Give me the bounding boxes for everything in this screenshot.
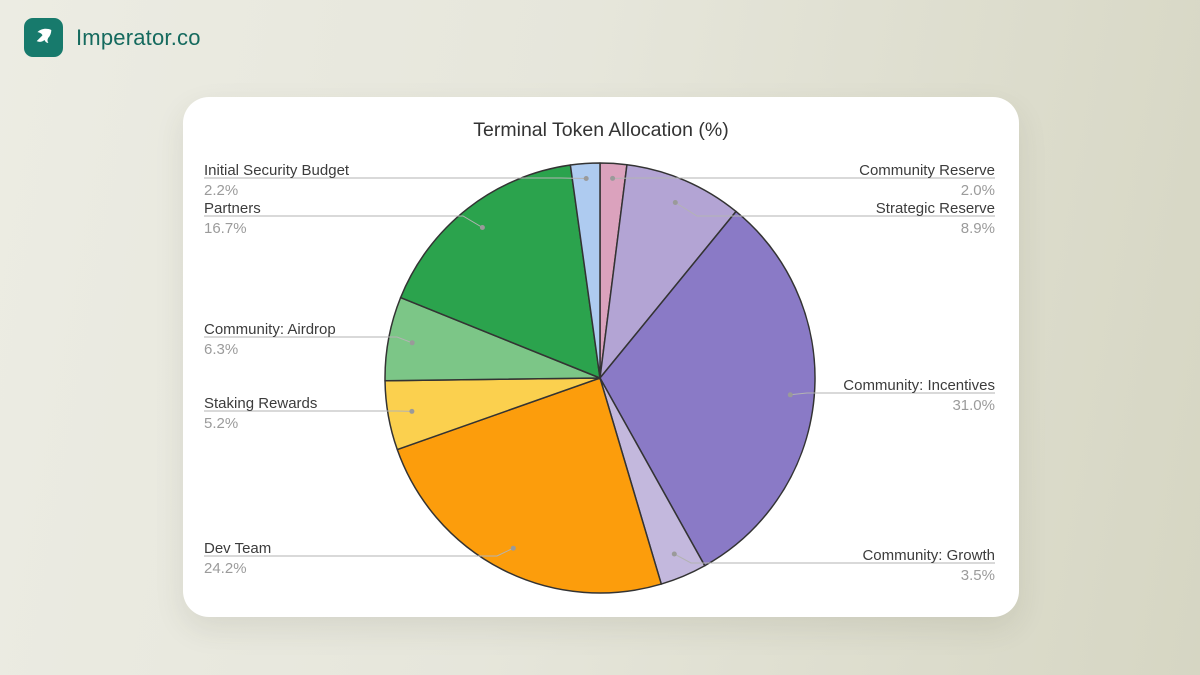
slice-label-strategic-reserve: Strategic Reserve 8.9% xyxy=(876,199,995,239)
connector-markers xyxy=(409,175,793,557)
slice-label-text: Dev Team xyxy=(204,540,272,557)
slice-label-community-incentives: Community: Incentives 31.0% xyxy=(843,376,995,416)
label-connectors xyxy=(204,177,995,564)
slice-pct-text: 6.3% xyxy=(204,341,239,358)
slice-label-initial-security-budget: Initial Security Budget 2.2% xyxy=(204,161,349,201)
slice-pct-text: 24.2% xyxy=(204,560,247,577)
slice-label-text: Community Reserve xyxy=(859,162,995,179)
pie-slice-1 xyxy=(599,163,737,379)
slice-label-text: Strategic Reserve xyxy=(875,200,995,217)
slice-label-text: Community: Airdrop xyxy=(204,321,336,338)
slice-pct-text: 31.0% xyxy=(952,397,995,414)
slice-pct-text: 8.9% xyxy=(960,220,995,237)
pie-slice-4 xyxy=(396,377,663,594)
slice-label-partners: Partners 16.7% xyxy=(204,199,261,239)
slice-label-staking-rewards: Staking Rewards 5.2% xyxy=(204,394,317,434)
brand-name: Imperator.co xyxy=(76,24,201,50)
slice-label-text: Partners xyxy=(204,200,261,217)
slice-pct-text: 16.7% xyxy=(204,220,247,237)
slice-label-text: Staking Rewards xyxy=(204,395,318,412)
slice-label-community-reserve: Community Reserve 2.0% xyxy=(859,161,995,201)
slice-label-text: Community: Growth xyxy=(862,547,995,564)
pie-slices xyxy=(384,162,816,594)
pie-slice-7 xyxy=(399,164,601,379)
pie-slice-8 xyxy=(569,162,601,379)
chart-title: Terminal Token Allocation (%) xyxy=(473,119,729,141)
slice-pct-text: 2.2% xyxy=(204,182,239,199)
slice-pct-text: 3.5% xyxy=(960,567,995,584)
slice-pct-text: 5.2% xyxy=(204,415,239,432)
pie-chart xyxy=(204,162,995,594)
pie-slice-2 xyxy=(599,210,816,567)
slice-label-text: Initial Security Budget xyxy=(204,162,350,179)
slice-label-text: Community: Incentives xyxy=(843,377,995,394)
brand-logo[interactable]: Imperator.co xyxy=(24,18,201,57)
imperator-helmet-icon xyxy=(24,18,63,57)
chart-card: Terminal Token Allocation (%) xyxy=(183,97,1019,617)
slice-label-community-airdrop: Community: Airdrop 6.3% xyxy=(204,320,336,360)
slice-label-community-growth: Community: Growth 3.5% xyxy=(862,546,995,586)
slice-pct-text: 2.0% xyxy=(960,182,995,199)
slice-label-dev-team: Dev Team 24.2% xyxy=(204,539,271,579)
